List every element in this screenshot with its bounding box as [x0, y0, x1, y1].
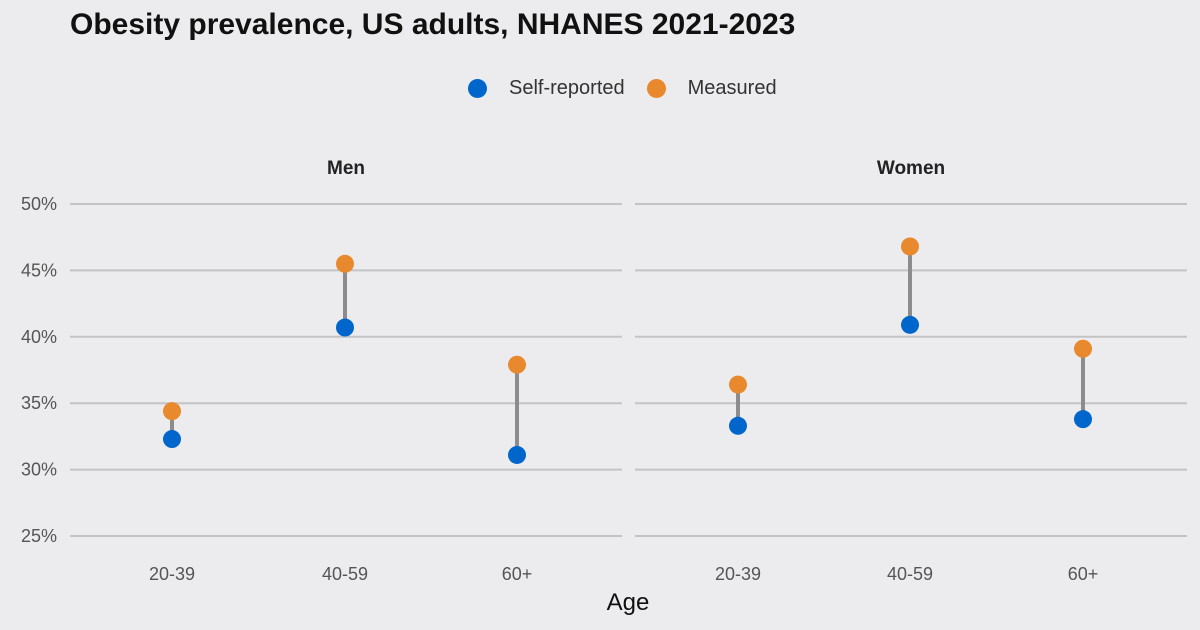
point-self-reported-women-60+ — [1074, 410, 1092, 429]
point-self-reported-men-60+ — [508, 445, 526, 464]
point-self-reported-women-20-39 — [729, 416, 747, 435]
point-measured-men-60+ — [508, 355, 526, 374]
point-measured-women-60+ — [1074, 339, 1092, 358]
point-measured-men-20-39 — [163, 402, 181, 421]
legend-swatch-self-reported — [468, 78, 487, 98]
legend-item-measured: Measured — [646, 76, 777, 100]
legend-item-self-reported: Self-reported — [468, 77, 625, 100]
point-self-reported-men-20-39 — [163, 430, 181, 449]
panel-title-women: Women — [877, 158, 945, 179]
y-tick-label-40: 40% — [21, 327, 57, 347]
legend-swatch-measured — [646, 78, 666, 98]
point-measured-women-40-59 — [901, 237, 919, 256]
x-axis-title: Age — [607, 589, 650, 616]
legend: Self-reported Measured — [468, 76, 799, 100]
legend-label-measured: Measured — [687, 76, 777, 99]
point-self-reported-men-40-59 — [336, 318, 354, 337]
legend-label-self-reported: Self-reported — [509, 76, 625, 99]
y-tick-label-25: 25% — [21, 526, 57, 546]
x-tick-label-women-60+: 60+ — [1068, 564, 1099, 584]
x-tick-label-men-60+: 60+ — [502, 564, 533, 584]
y-tick-label-35: 35% — [21, 393, 57, 413]
point-self-reported-women-40-59 — [901, 315, 919, 334]
x-tick-label-men-20-39: 20-39 — [149, 564, 195, 584]
x-tick-label-women-40-59: 40-59 — [887, 564, 933, 584]
y-tick-label-50: 50% — [21, 194, 57, 214]
x-tick-label-men-40-59: 40-59 — [322, 564, 368, 584]
panel-title-men: Men — [327, 158, 365, 179]
x-tick-label-women-20-39: 20-39 — [715, 564, 761, 584]
y-tick-label-30: 30% — [21, 460, 57, 480]
y-tick-label-45: 45% — [21, 260, 57, 280]
chart-title: Obesity prevalence, US adults, NHANES 20… — [70, 8, 796, 41]
point-measured-women-20-39 — [729, 375, 747, 394]
point-measured-men-40-59 — [336, 254, 354, 273]
